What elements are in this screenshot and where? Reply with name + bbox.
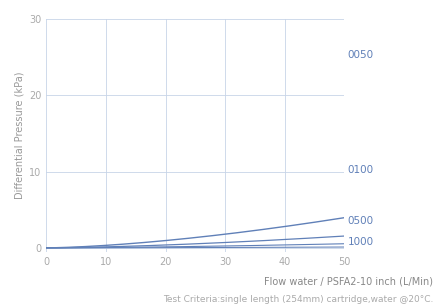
Text: 1000: 1000 xyxy=(347,237,373,247)
Text: Test Criteria:single length (254mm) cartridge,water @20°C.: Test Criteria:single length (254mm) cart… xyxy=(163,295,433,304)
Y-axis label: Differential Pressure (kPa): Differential Pressure (kPa) xyxy=(15,72,25,199)
Text: 0500: 0500 xyxy=(347,216,373,226)
Text: 0100: 0100 xyxy=(347,165,373,175)
Text: Flow water / PSFA2-10 inch (L/Min): Flow water / PSFA2-10 inch (L/Min) xyxy=(264,277,433,287)
Text: 0050: 0050 xyxy=(347,50,373,60)
